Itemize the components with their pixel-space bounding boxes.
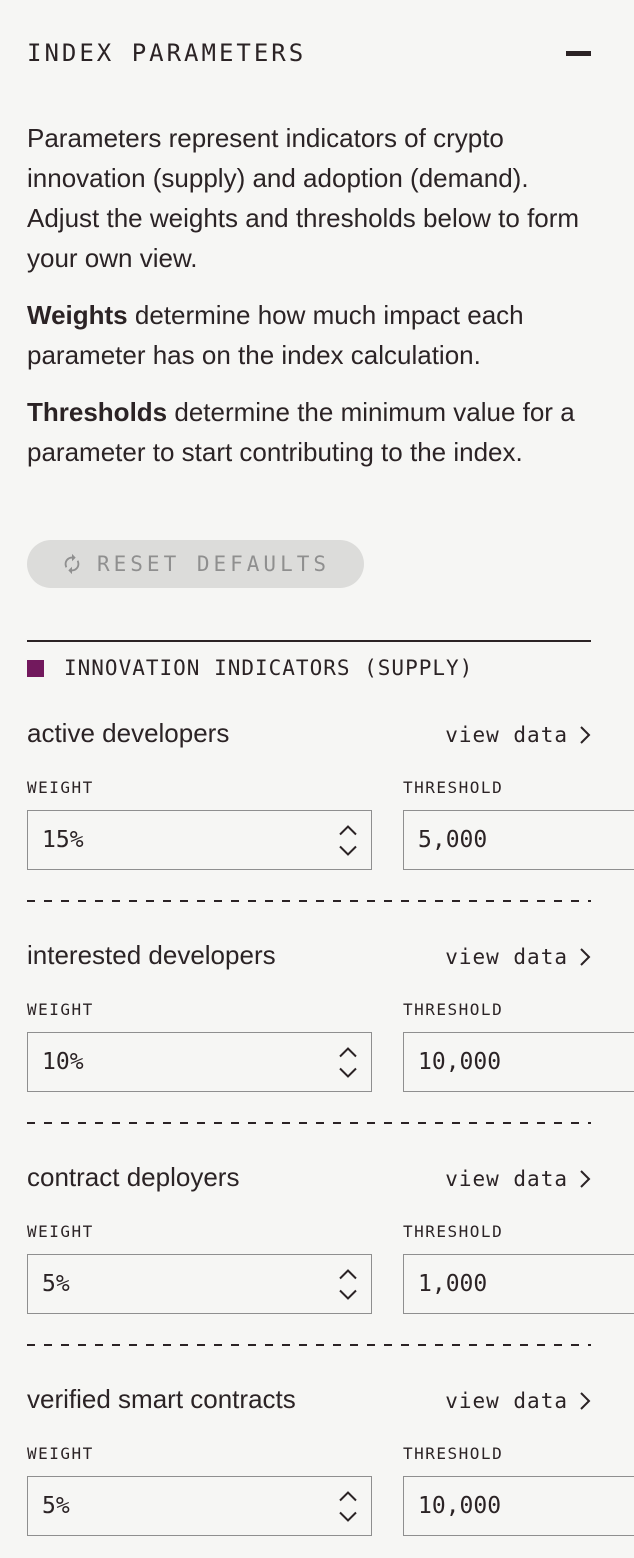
weight-label: WEIGHT <box>27 778 94 797</box>
threshold-field: THRESHOLD <box>403 778 634 870</box>
parameter-row-active-developers: active developers view data WEIGHT THRES… <box>27 717 634 902</box>
description-weights: Weights determine how much impact each p… <box>27 295 591 375</box>
threshold-field: THRESHOLD <box>403 1222 634 1314</box>
weight-input[interactable] <box>42 1493 337 1519</box>
weight-label: WEIGHT <box>27 1000 94 1019</box>
stepper-decrement-button[interactable] <box>337 1509 359 1523</box>
chevron-up-icon <box>339 824 357 835</box>
weight-stepper <box>337 1045 359 1079</box>
section-marker <box>27 659 44 677</box>
dashed-divider <box>27 900 591 902</box>
weight-field: WEIGHT <box>27 1444 372 1536</box>
weight-input[interactable] <box>42 1049 337 1075</box>
threshold-label: THRESHOLD <box>403 1222 504 1241</box>
refresh-icon <box>64 553 80 575</box>
weight-stepper <box>337 823 359 857</box>
dashed-divider <box>27 1122 591 1124</box>
stepper-decrement-button[interactable] <box>337 1065 359 1079</box>
reset-defaults-button[interactable]: RESET DEFAULTS <box>27 540 365 588</box>
chevron-down-icon <box>339 1067 357 1078</box>
collapse-panel-button[interactable] <box>557 38 591 68</box>
chevron-right-icon <box>580 948 591 966</box>
description-intro: Parameters represent indicators of crypt… <box>27 123 580 273</box>
view-data-link[interactable]: view data <box>445 1389 591 1413</box>
chevron-down-icon <box>339 1511 357 1522</box>
panel-description: Parameters represent indicators of crypt… <box>27 118 591 472</box>
reset-defaults-label: RESET DEFAULTS <box>97 552 331 576</box>
chevron-up-icon <box>339 1046 357 1057</box>
weight-field: WEIGHT <box>27 778 372 870</box>
parameter-row-interested-developers: interested developers view data WEIGHT T… <box>27 939 634 1124</box>
threshold-input[interactable] <box>418 1493 634 1519</box>
threshold-label: THRESHOLD <box>403 1000 504 1019</box>
stepper-increment-button[interactable] <box>337 1267 359 1281</box>
weight-input[interactable] <box>42 827 337 853</box>
weight-field: WEIGHT <box>27 1000 372 1092</box>
weight-stepper <box>337 1489 359 1523</box>
stepper-decrement-button[interactable] <box>337 843 359 857</box>
chevron-up-icon <box>339 1490 357 1501</box>
threshold-input[interactable] <box>418 827 634 853</box>
panel-header: INDEX PARAMETERS <box>27 38 591 68</box>
view-data-link[interactable]: view data <box>445 945 591 969</box>
section-header: INNOVATION INDICATORS (SUPPLY) <box>27 656 591 680</box>
stepper-decrement-button[interactable] <box>337 1287 359 1301</box>
description-thresholds: Thresholds determine the minimum value f… <box>27 392 591 472</box>
section-title: INNOVATION INDICATORS (SUPPLY) <box>64 656 474 680</box>
panel-title: INDEX PARAMETERS <box>27 39 307 67</box>
threshold-input[interactable] <box>418 1271 634 1297</box>
parameter-row-contract-deployers: contract deployers view data WEIGHT THRE… <box>27 1161 634 1346</box>
parameter-name: contract deployers <box>27 1162 240 1192</box>
thresholds-term: Thresholds <box>27 397 168 427</box>
weight-label: WEIGHT <box>27 1222 94 1241</box>
thresholds-text: determine the minimum value for a parame… <box>27 397 575 467</box>
stepper-increment-button[interactable] <box>337 1045 359 1059</box>
view-data-link[interactable]: view data <box>445 723 591 747</box>
stepper-increment-button[interactable] <box>337 1489 359 1503</box>
chevron-right-icon <box>580 726 591 744</box>
threshold-field: THRESHOLD <box>403 1000 634 1092</box>
view-data-label: view data <box>445 1167 568 1191</box>
stepper-increment-button[interactable] <box>337 823 359 837</box>
parameter-name: interested developers <box>27 940 276 970</box>
chevron-right-icon <box>580 1170 591 1188</box>
weight-label: WEIGHT <box>27 1444 94 1463</box>
view-data-label: view data <box>445 1389 568 1413</box>
view-data-label: view data <box>445 945 568 969</box>
threshold-label: THRESHOLD <box>403 1444 504 1463</box>
weights-text: determine how much impact each parameter… <box>27 300 524 370</box>
threshold-label: THRESHOLD <box>403 778 504 797</box>
threshold-input[interactable] <box>418 1049 634 1075</box>
weight-stepper <box>337 1267 359 1301</box>
weights-term: Weights <box>27 300 128 330</box>
chevron-down-icon <box>339 1289 357 1300</box>
parameter-row-verified-smart-contracts: verified smart contracts view data WEIGH… <box>27 1383 634 1536</box>
chevron-right-icon <box>580 1392 591 1410</box>
minus-icon <box>566 50 591 56</box>
section-divider <box>27 640 591 642</box>
weight-field: WEIGHT <box>27 1222 372 1314</box>
view-data-link[interactable]: view data <box>445 1167 591 1191</box>
dashed-divider <box>27 1344 591 1346</box>
view-data-label: view data <box>445 723 568 747</box>
weight-input[interactable] <box>42 1271 337 1297</box>
parameter-name: verified smart contracts <box>27 1384 296 1414</box>
chevron-down-icon <box>339 845 357 856</box>
chevron-up-icon <box>339 1268 357 1279</box>
threshold-field: THRESHOLD <box>403 1444 634 1536</box>
parameter-name: active developers <box>27 718 230 748</box>
